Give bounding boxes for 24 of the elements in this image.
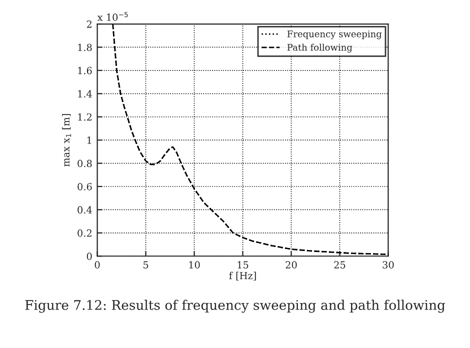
y-tick-label: 1.2 — [78, 113, 92, 121]
x-tick-label: 30 — [382, 261, 394, 269]
y-tick-label: 0 — [86, 252, 92, 260]
x-tick-label: 5 — [144, 261, 148, 269]
y-tick-label: 1 — [87, 136, 92, 144]
y-tick-label: 1.4 — [78, 90, 92, 98]
text: x 10$^{−5}$ — [97, 12, 128, 21]
x-axis-title: f [Hz] — [229, 272, 256, 280]
legend-label: Path following — [287, 44, 352, 53]
y-tick-label: 0.4 — [78, 206, 92, 214]
x-tick-label: 10 — [189, 261, 200, 269]
x-tick-label: 25 — [334, 261, 346, 269]
x-tick-label: 20 — [286, 261, 297, 269]
y-tick-label: 0.2 — [78, 229, 92, 237]
y-tick-label: 0.8 — [78, 160, 92, 168]
y-tick-label: 0.6 — [78, 182, 92, 190]
y-tick-label: 1.8 — [78, 44, 92, 52]
legend-label: Frequency sweeping — [287, 30, 382, 40]
x-tick-label: 15 — [238, 261, 248, 269]
y-tick-label: 2 — [86, 20, 92, 28]
y-tick-label: 1.6 — [78, 66, 92, 74]
y-axis-title: max x$_{1}$ [m] — [62, 114, 71, 167]
x-tick-label: 0 — [94, 261, 100, 269]
caption: Figure 7.12: Results of frequency sweeping and path following — [25, 300, 446, 313]
